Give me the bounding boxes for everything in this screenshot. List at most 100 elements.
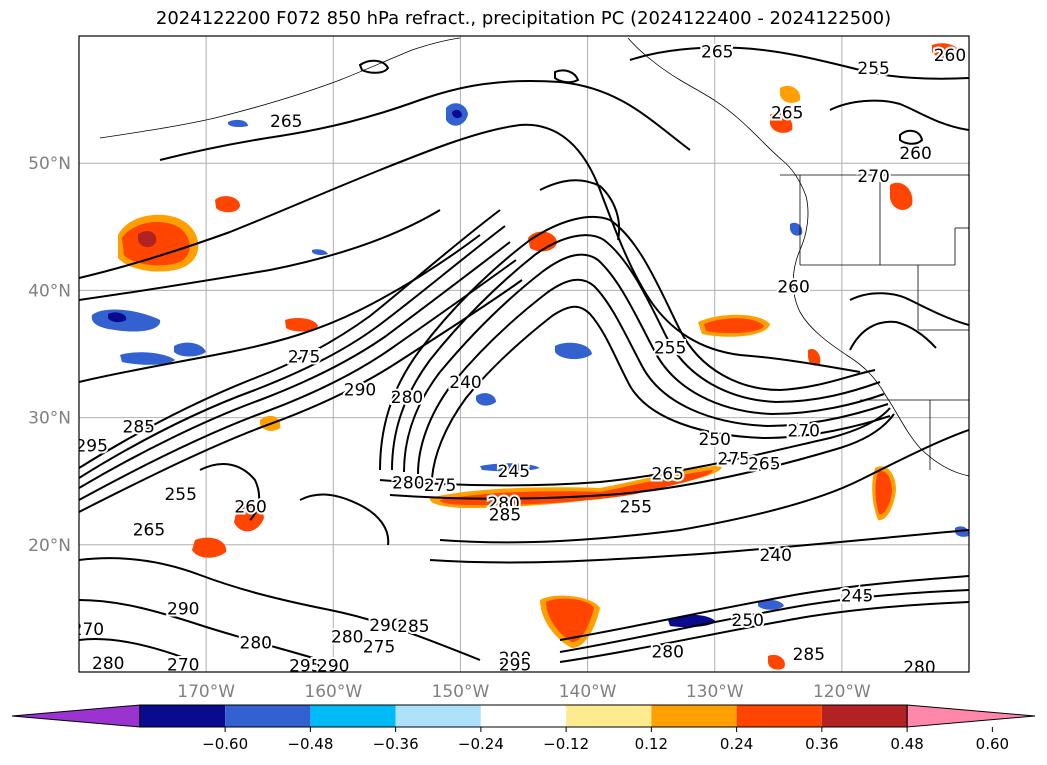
colorbar-tick-label: −0.12: [543, 735, 589, 753]
precip-cell: [452, 109, 462, 119]
contour-label: 290: [499, 649, 531, 669]
contour-label: 280: [903, 658, 935, 678]
map-frame: [78, 35, 970, 673]
lon-tick-label: 150°W: [432, 682, 490, 702]
lon-tick-label: 140°W: [559, 682, 617, 702]
precip-cell: [890, 182, 913, 210]
colorbar-tick-label: −0.60: [202, 735, 248, 753]
colorbar-segment: [395, 705, 481, 727]
contour-label: 295: [499, 655, 531, 675]
precip-cell: [758, 599, 784, 610]
contour-label: 260: [777, 278, 809, 298]
longitude-labels: 170°W 160°W 150°W 140°W 130°W 120°W: [177, 682, 871, 702]
contour-label: 260: [899, 144, 931, 164]
contour-label: 280: [391, 388, 423, 408]
colorbar-tick-label: 0.36: [805, 735, 838, 753]
contour-label: 290: [167, 599, 199, 619]
precip-cell: [285, 318, 318, 332]
contour-label: 270: [167, 655, 199, 675]
contour-label: 240: [449, 373, 481, 393]
contour-label: 275: [424, 476, 456, 496]
precip-cell: [476, 393, 496, 406]
refractivity-contours: [79, 46, 969, 663]
map-title: 2024122200 F072 850 hPa refract., precip…: [155, 8, 892, 29]
colorbar-tick-label: 0.60: [976, 735, 1009, 753]
precip-cell: [312, 249, 328, 256]
contour-label: 265: [133, 521, 165, 541]
lon-tick-label: 160°W: [304, 682, 362, 702]
coastlines: [99, 37, 969, 477]
contour-label: 270: [857, 167, 889, 187]
precip-cell: [108, 312, 127, 323]
contour-label: 265: [771, 103, 803, 123]
contour-label: 280: [487, 494, 519, 514]
precip-cell: [555, 342, 592, 360]
precip-cell: [770, 112, 793, 133]
precip-cell: [546, 598, 594, 642]
lat-tick-label: 30°N: [28, 409, 71, 429]
colorbar-tick-label: 0.12: [635, 735, 668, 753]
contour-label: 290: [317, 657, 349, 677]
contour-label: 270: [72, 620, 104, 640]
precip-cell: [138, 231, 157, 248]
contour-label: 285: [793, 645, 825, 665]
lon-tick-label: 130°W: [686, 682, 744, 702]
precip-cell: [790, 222, 803, 236]
colorbar-segment: [225, 705, 311, 727]
contour-label: 265: [651, 465, 683, 485]
contour-label: 295: [75, 437, 107, 457]
contour-label: 280: [651, 643, 683, 663]
colorbar-extend-low: [11, 704, 141, 728]
contour-label: 250: [698, 430, 730, 450]
contour-label: 245: [498, 462, 530, 482]
contour-label: 270: [787, 421, 819, 441]
lon-tick-label: 170°W: [177, 682, 235, 702]
colorbar-segment: [480, 705, 567, 727]
contour-label: 265: [701, 42, 733, 62]
precip-cell: [228, 119, 248, 128]
precip-cell: [192, 537, 227, 558]
colorbar-tick-label: 0.48: [890, 735, 923, 753]
lat-tick-label: 50°N: [28, 154, 71, 174]
lat-tick-label: 20°N: [28, 536, 71, 556]
latitude-labels: 20°N 30°N 40°N 50°N: [28, 154, 71, 556]
lon-tick-label: 120°W: [813, 682, 871, 702]
precip-cell: [480, 463, 540, 472]
colorbar-tick-label: −0.36: [373, 735, 419, 753]
precip-cell: [932, 43, 961, 59]
contour-label: 260: [934, 46, 966, 66]
contour-label: 265: [748, 454, 780, 474]
contour-label: 250: [732, 611, 764, 631]
contour-label: 265: [270, 112, 302, 132]
contour-label: 285: [397, 617, 429, 637]
contour-label: 280: [240, 634, 272, 654]
precip-cell: [704, 318, 764, 334]
contour-label: 255: [654, 339, 686, 359]
contour-label: 295: [289, 657, 321, 677]
contour-label: 285: [489, 505, 521, 525]
colorbar-tick-label: −0.48: [287, 735, 333, 753]
precip-cell: [215, 196, 240, 213]
contour-label: 275: [288, 348, 320, 368]
contour-label: 260: [234, 498, 266, 518]
colorbar-segment: [651, 705, 737, 727]
precip-cell: [122, 222, 190, 266]
contour-label: 280: [92, 654, 124, 674]
contour-label: 275: [363, 638, 395, 658]
contour-label: 280: [331, 627, 363, 647]
precip-cell: [174, 342, 206, 357]
colorbar-extend-high: [906, 704, 1036, 728]
colorbar-segment: [736, 705, 822, 727]
colorbar-segment: [821, 705, 908, 727]
contour-label: 285: [123, 418, 155, 438]
precip-cell: [768, 654, 785, 670]
precip-cell: [808, 348, 821, 366]
contour-label: 290: [369, 616, 401, 636]
colorbar-segment: [139, 705, 226, 727]
colorbar-outline: [139, 704, 908, 728]
contour-label: 240: [760, 546, 792, 566]
precip-cell: [875, 471, 892, 515]
colorbar-segment: [310, 705, 396, 727]
